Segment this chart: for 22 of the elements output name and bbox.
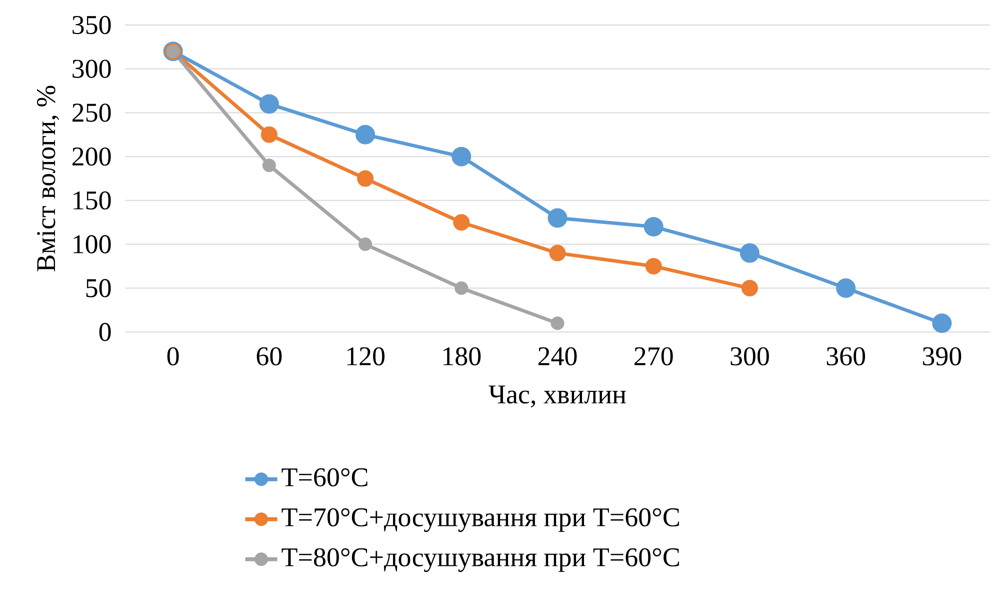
y-tick-label: 350 [72, 16, 111, 34]
x-axis-title: Час, хвилин [488, 386, 626, 408]
y-tick-label: 300 [72, 60, 111, 78]
x-tick-label: 390 [922, 347, 962, 366]
x-tick-label: 0 [167, 347, 179, 366]
legend-label: T=70°C+досушування при T=60°C [282, 508, 679, 532]
x-tick-label: 270 [634, 347, 673, 366]
x-tick-label: 300 [730, 347, 769, 366]
x-tick-label: 360 [826, 347, 866, 366]
y-tick-label: 100 [74, 235, 111, 254]
y-tick-label: 200 [72, 147, 111, 166]
x-tick-label: 60 [256, 347, 282, 366]
y-tick-label: 150 [74, 191, 111, 210]
legend-label: T=80°C+досушування при T=60°C [282, 548, 679, 572]
x-tick-label: 240 [538, 347, 577, 366]
y-tick-label: 250 [72, 104, 111, 122]
y-axis-title: Вміст вологи, % [37, 86, 60, 272]
y-tick-label: 0 [99, 322, 111, 342]
x-tick-label: 120 [347, 347, 384, 366]
y-tick-label: 50 [86, 279, 111, 298]
x-tick-label: 180 [444, 347, 481, 366]
legend-label: T=60°C [282, 468, 368, 486]
